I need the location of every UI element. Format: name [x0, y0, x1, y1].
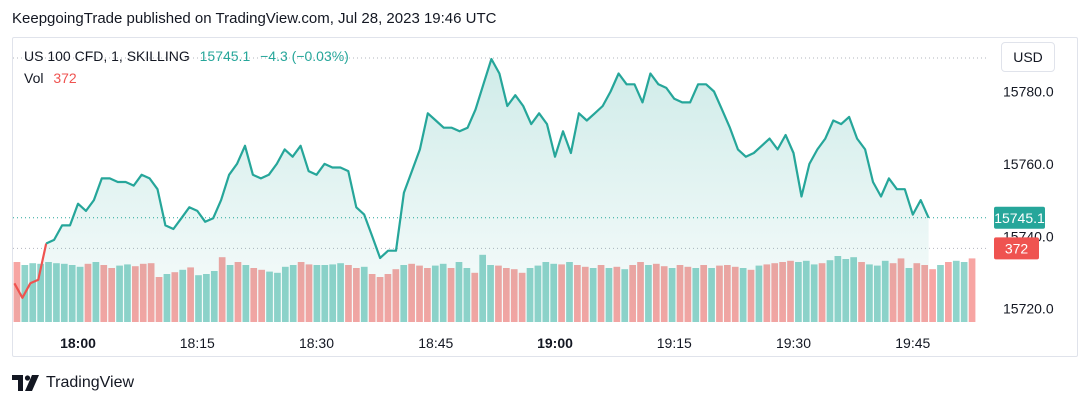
- volume-bar: [952, 260, 960, 322]
- y-tick-label: 15760.0: [1003, 156, 1054, 172]
- price-area: [14, 59, 929, 322]
- volume-bar: [945, 262, 952, 322]
- x-tick-label: 19:30: [776, 335, 811, 351]
- volume-badge-label: 372: [1005, 240, 1029, 256]
- volume-value: 372: [53, 70, 77, 86]
- x-tick-label: 19:00: [537, 335, 573, 351]
- volume-legend[interactable]: Vol 372: [24, 70, 77, 86]
- price-badge-label: 15745.1: [994, 210, 1045, 226]
- symbol-legend[interactable]: US 100 CFD, 1, SKILLING 15745.1 −4.3 (−0…: [24, 48, 349, 64]
- volume-badge: [994, 237, 1039, 260]
- volume-bar: [968, 258, 976, 322]
- price-series: [13, 57, 930, 322]
- x-tick-label: 19:15: [657, 335, 692, 351]
- y-tick-label: 15780.0: [1003, 84, 1054, 100]
- volume-bar: [929, 269, 936, 322]
- x-tick-label: 18:30: [299, 335, 334, 351]
- volume-label: Vol: [24, 70, 44, 86]
- x-tick-label: 18:45: [418, 335, 453, 351]
- y-tick-label: 15720.0: [1003, 301, 1054, 317]
- price-badge: [994, 206, 1045, 229]
- currency-button[interactable]: USD: [1001, 42, 1055, 72]
- symbol-name: US 100 CFD, 1, SKILLING: [24, 48, 190, 64]
- x-tick-label: 18:15: [180, 335, 215, 351]
- chart-frame: [12, 37, 1078, 357]
- price-line: [45, 57, 930, 260]
- brand-name: TradingView: [46, 374, 135, 391]
- tradingview-logo[interactable]: TradingView: [12, 374, 134, 392]
- x-tick-label: 18:00: [60, 335, 96, 351]
- price-change: −4.3 (−0.03%): [260, 48, 349, 64]
- price-line-down: [13, 243, 48, 299]
- last-price: 15745.1: [199, 48, 251, 64]
- x-tick-label: 19:45: [895, 335, 930, 351]
- volume-bar: [960, 262, 968, 322]
- publish-header: KeepgoingTrade published on TradingView.…: [12, 10, 497, 27]
- volume-bar: [937, 265, 944, 322]
- tradingview-logo-icon: [12, 375, 39, 391]
